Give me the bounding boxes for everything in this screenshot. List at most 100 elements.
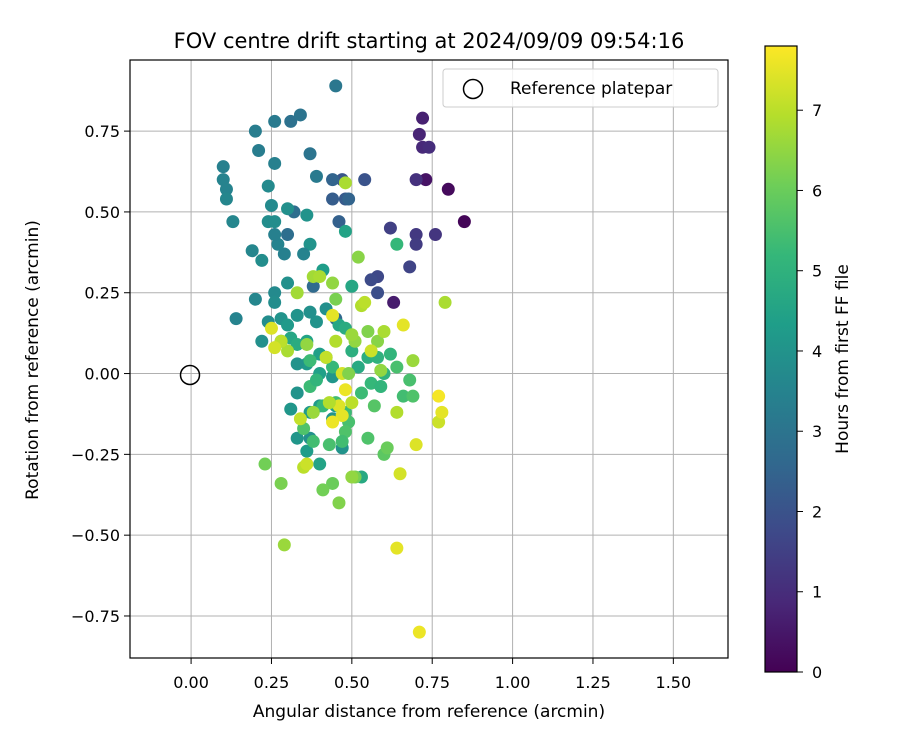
data-point (261, 179, 275, 193)
data-point (412, 625, 426, 639)
colorbar-tick-label: 5 (812, 262, 822, 281)
data-point (303, 354, 317, 368)
data-point (277, 538, 291, 552)
data-point (390, 360, 404, 374)
data-point (409, 438, 423, 452)
colorbar-ticks: 0 1 2 3 4 5 6 7 (797, 101, 822, 682)
data-point (364, 344, 378, 358)
data-point (258, 457, 272, 471)
data-point (390, 541, 404, 555)
data-point (219, 192, 233, 206)
colorbar-tick-label: 0 (812, 663, 822, 682)
legend-label-reference-platepar: Reference platepar (510, 79, 672, 99)
data-point (396, 318, 410, 332)
data-point (351, 360, 365, 374)
data-point (326, 360, 340, 374)
grid-lines (130, 60, 728, 658)
data-point (245, 244, 259, 258)
x-tick-label: 1.00 (495, 673, 531, 692)
data-point (403, 260, 417, 274)
data-point (309, 373, 323, 387)
reference-platepar-marker (179, 364, 201, 386)
data-point (303, 147, 317, 161)
data-point (319, 350, 333, 364)
colorbar-tick-label: 2 (812, 502, 822, 521)
data-point (322, 438, 336, 452)
data-point (342, 192, 356, 206)
data-point (326, 173, 340, 187)
data-point (248, 292, 262, 306)
data-point (274, 476, 288, 490)
y-tick-label: 0.75 (84, 122, 120, 141)
x-tick-label: 1.25 (575, 673, 611, 692)
data-point (338, 176, 352, 190)
data-point (252, 144, 266, 158)
data-point (338, 383, 352, 397)
data-point (309, 315, 323, 329)
data-point (326, 415, 340, 429)
scatter-points (216, 79, 471, 639)
data-point (281, 344, 295, 358)
data-point (281, 318, 295, 332)
data-point (380, 441, 394, 455)
x-axis-label: Angular distance from reference (arcmin) (253, 702, 605, 722)
data-point (216, 160, 230, 174)
data-point (409, 228, 423, 242)
chart-title: FOV centre drift starting at 2024/09/09 … (174, 29, 685, 53)
data-point (374, 363, 388, 377)
data-point (332, 215, 346, 229)
data-point (264, 198, 278, 212)
data-point (297, 247, 311, 261)
x-tick-label: 0.75 (414, 673, 450, 692)
data-point (345, 470, 359, 484)
colorbar-label: Hours from first FF file (833, 264, 853, 454)
data-point (268, 341, 282, 355)
data-point (248, 124, 262, 138)
data-point (345, 328, 359, 342)
data-point (409, 173, 423, 187)
y-axis-ticks: −0.75 −0.50 −0.25 0.00 0.25 0.50 0.75 (71, 122, 130, 626)
data-point (281, 276, 295, 290)
data-point (419, 173, 433, 187)
data-point (338, 224, 352, 238)
data-point (393, 467, 407, 481)
data-point (290, 357, 304, 371)
data-point (303, 237, 317, 251)
data-point (326, 476, 340, 490)
data-point (268, 114, 282, 128)
data-point (268, 215, 282, 229)
data-point (322, 396, 336, 410)
data-point (361, 325, 375, 339)
data-point (416, 111, 430, 125)
data-point (403, 373, 417, 387)
y-tick-label: 0.00 (84, 365, 120, 384)
data-point (290, 386, 304, 400)
data-point (396, 389, 410, 403)
data-point (306, 405, 320, 419)
y-tick-label: −0.50 (71, 526, 120, 545)
data-point (284, 114, 298, 128)
plot-background (130, 60, 728, 658)
y-tick-label: 0.50 (84, 203, 120, 222)
data-point (326, 276, 340, 290)
data-point (367, 399, 381, 413)
data-point (364, 273, 378, 287)
data-point (329, 292, 343, 306)
data-point (409, 237, 423, 251)
data-point (229, 312, 243, 326)
data-point (457, 215, 471, 229)
x-tick-label: 0.50 (334, 673, 370, 692)
data-point (268, 228, 282, 242)
data-point (300, 337, 314, 351)
data-point (326, 308, 340, 322)
data-point (277, 247, 291, 261)
y-tick-label: −0.75 (71, 607, 120, 626)
legend-marker-icon (462, 78, 484, 100)
data-point (255, 334, 269, 348)
colorbar-tick-label: 3 (812, 422, 822, 441)
data-point (406, 389, 420, 403)
data-point (358, 173, 372, 187)
data-point (281, 202, 295, 216)
data-point (268, 156, 282, 170)
colorbar-tick-label: 4 (812, 342, 822, 361)
